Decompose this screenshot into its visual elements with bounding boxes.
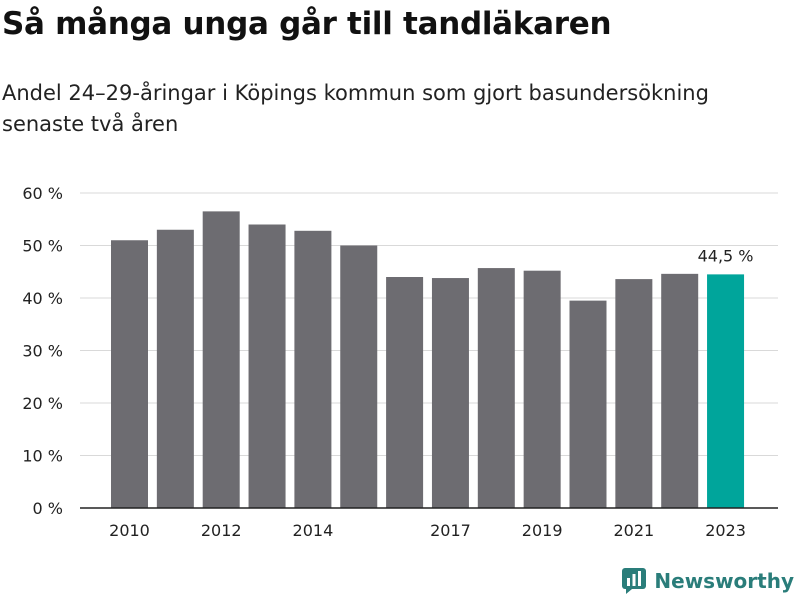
x-tick-label: 2012: [201, 521, 242, 540]
x-tick-label: 2017: [430, 521, 471, 540]
y-tick-label: 30 %: [22, 342, 63, 361]
y-tick-label: 20 %: [22, 394, 63, 413]
bar: [248, 224, 286, 508]
bar: [477, 268, 515, 508]
brand: Newsworthy: [622, 568, 794, 594]
bar: [569, 300, 607, 508]
y-tick-label: 50 %: [22, 237, 63, 256]
y-tick-label: 40 %: [22, 289, 63, 308]
bar: [523, 270, 561, 508]
bar: [386, 277, 424, 508]
bar: [202, 211, 240, 508]
bar: [707, 274, 745, 508]
y-tick-label: 10 %: [22, 447, 63, 466]
bar: [615, 279, 653, 508]
brand-name: Newsworthy: [654, 569, 794, 593]
bar: [340, 245, 378, 508]
bar: [294, 230, 332, 509]
data-label: 44,5 %: [698, 246, 754, 265]
bar: [431, 278, 469, 508]
y-tick-label: 60 %: [22, 184, 63, 203]
chart-subtitle: Andel 24–29-åringar i Köpings kommun som…: [2, 81, 709, 136]
x-tick-label: 2023: [705, 521, 746, 540]
bar: [156, 229, 194, 508]
newsworthy-logo-icon: [622, 568, 647, 594]
bar: [661, 273, 699, 508]
x-tick-label: 2010: [109, 521, 150, 540]
x-tick-label: 2019: [522, 521, 563, 540]
x-tick-label: 2021: [613, 521, 654, 540]
x-tick-label: 2014: [293, 521, 334, 540]
y-tick-label: 0 %: [33, 499, 63, 518]
bar: [111, 240, 148, 508]
chart-title: Så många unga går till tandläkaren: [2, 6, 612, 42]
